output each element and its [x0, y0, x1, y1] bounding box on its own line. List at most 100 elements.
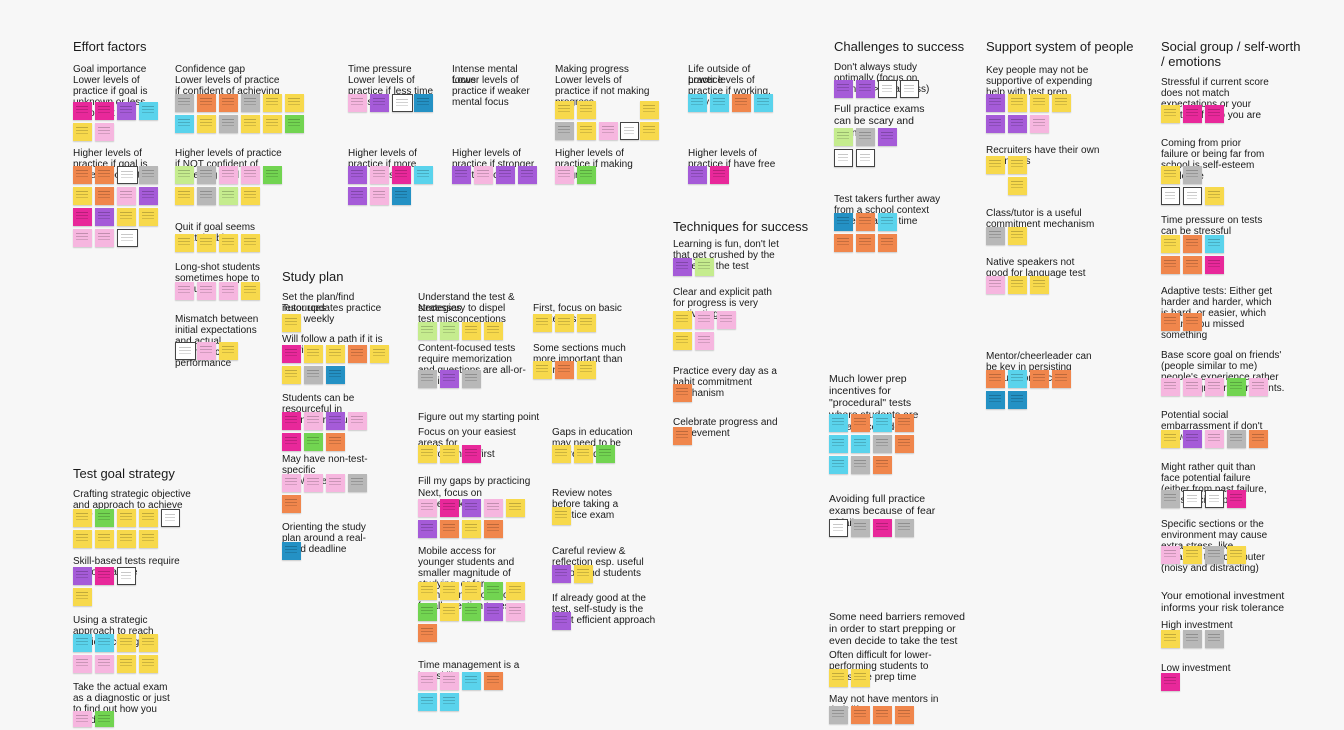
sticky-note[interactable]	[986, 115, 1005, 133]
sticky-note[interactable]	[304, 433, 323, 451]
sticky-note[interactable]	[440, 603, 459, 621]
sticky-note[interactable]	[197, 166, 216, 184]
sticky-note[interactable]	[986, 156, 1005, 174]
sticky-note[interactable]	[577, 166, 596, 184]
sticky-note[interactable]	[263, 94, 282, 112]
sticky-note[interactable]	[462, 672, 481, 690]
sticky-note[interactable]	[673, 258, 692, 276]
sticky-note[interactable]	[175, 94, 194, 112]
sticky-note[interactable]	[484, 322, 503, 340]
sticky-note[interactable]	[620, 122, 639, 140]
sticky-note[interactable]	[851, 706, 870, 724]
sticky-note[interactable]	[1008, 227, 1027, 245]
sticky-note[interactable]	[506, 499, 525, 517]
sticky-note[interactable]	[1161, 235, 1180, 253]
sticky-note[interactable]	[873, 456, 892, 474]
sticky-note[interactable]	[73, 509, 92, 527]
sticky-note[interactable]	[73, 166, 92, 184]
sticky-note[interactable]	[986, 94, 1005, 112]
sticky-note[interactable]	[197, 187, 216, 205]
sticky-note[interactable]	[829, 519, 848, 537]
sticky-note[interactable]	[1008, 94, 1027, 112]
sticky-note[interactable]	[197, 342, 216, 360]
sticky-note[interactable]	[1161, 430, 1180, 448]
sticky-note[interactable]	[1183, 166, 1202, 184]
sticky-note[interactable]	[1249, 430, 1268, 448]
sticky-note[interactable]	[1161, 630, 1180, 648]
sticky-note[interactable]	[986, 391, 1005, 409]
sticky-note[interactable]	[418, 624, 437, 642]
sticky-note[interactable]	[856, 128, 875, 146]
sticky-note[interactable]	[577, 122, 596, 140]
sticky-note[interactable]	[829, 456, 848, 474]
sticky-note[interactable]	[241, 115, 260, 133]
sticky-note[interactable]	[139, 208, 158, 226]
sticky-note[interactable]	[73, 102, 92, 120]
sticky-note[interactable]	[574, 445, 593, 463]
sticky-note[interactable]	[552, 612, 571, 630]
sticky-note[interactable]	[1183, 256, 1202, 274]
sticky-note[interactable]	[326, 366, 345, 384]
sticky-note[interactable]	[304, 412, 323, 430]
sticky-note[interactable]	[673, 384, 692, 402]
sticky-note[interactable]	[1161, 313, 1180, 331]
sticky-note[interactable]	[673, 311, 692, 329]
sticky-note[interactable]	[117, 634, 136, 652]
sticky-note[interactable]	[95, 229, 114, 247]
sticky-note[interactable]	[552, 445, 571, 463]
sticky-note[interactable]	[418, 520, 437, 538]
sticky-note[interactable]	[673, 332, 692, 350]
sticky-note[interactable]	[900, 80, 919, 98]
sticky-note[interactable]	[506, 582, 525, 600]
sticky-note[interactable]	[851, 456, 870, 474]
sticky-note[interactable]	[851, 435, 870, 453]
sticky-note[interactable]	[418, 322, 437, 340]
sticky-note[interactable]	[219, 115, 238, 133]
sticky-note[interactable]	[117, 655, 136, 673]
sticky-note[interactable]	[370, 345, 389, 363]
sticky-note[interactable]	[117, 208, 136, 226]
sticky-note[interactable]	[241, 94, 260, 112]
sticky-note[interactable]	[555, 122, 574, 140]
sticky-note[interactable]	[829, 706, 848, 724]
sticky-note[interactable]	[370, 187, 389, 205]
sticky-note[interactable]	[1183, 546, 1202, 564]
sticky-note[interactable]	[834, 213, 853, 231]
sticky-note[interactable]	[878, 128, 897, 146]
sticky-note[interactable]	[834, 128, 853, 146]
sticky-note[interactable]	[440, 445, 459, 463]
sticky-note[interactable]	[1161, 256, 1180, 274]
sticky-note[interactable]	[895, 706, 914, 724]
sticky-note[interactable]	[282, 433, 301, 451]
sticky-note[interactable]	[1161, 546, 1180, 564]
sticky-note[interactable]	[285, 94, 304, 112]
sticky-note[interactable]	[418, 603, 437, 621]
sticky-note[interactable]	[1052, 94, 1071, 112]
sticky-note[interactable]	[484, 520, 503, 538]
sticky-note[interactable]	[418, 499, 437, 517]
sticky-note[interactable]	[533, 361, 552, 379]
sticky-note[interactable]	[484, 603, 503, 621]
sticky-note[interactable]	[348, 166, 367, 184]
sticky-note[interactable]	[484, 499, 503, 517]
sticky-note[interactable]	[1052, 370, 1071, 388]
sticky-note[interactable]	[392, 166, 411, 184]
sticky-note[interactable]	[873, 414, 892, 432]
sticky-note[interactable]	[1183, 490, 1202, 508]
sticky-note[interactable]	[1227, 378, 1246, 396]
sticky-note[interactable]	[418, 672, 437, 690]
sticky-note[interactable]	[1183, 187, 1202, 205]
sticky-note[interactable]	[1205, 235, 1224, 253]
sticky-note[interactable]	[304, 474, 323, 492]
sticky-note[interactable]	[878, 213, 897, 231]
sticky-note[interactable]	[596, 445, 615, 463]
sticky-note[interactable]	[219, 342, 238, 360]
sticky-note[interactable]	[1183, 378, 1202, 396]
sticky-note[interactable]	[73, 634, 92, 652]
sticky-note[interactable]	[175, 234, 194, 252]
sticky-note[interactable]	[873, 519, 892, 537]
sticky-note[interactable]	[348, 412, 367, 430]
sticky-note[interactable]	[1008, 391, 1027, 409]
sticky-note[interactable]	[326, 345, 345, 363]
sticky-note[interactable]	[754, 94, 773, 112]
